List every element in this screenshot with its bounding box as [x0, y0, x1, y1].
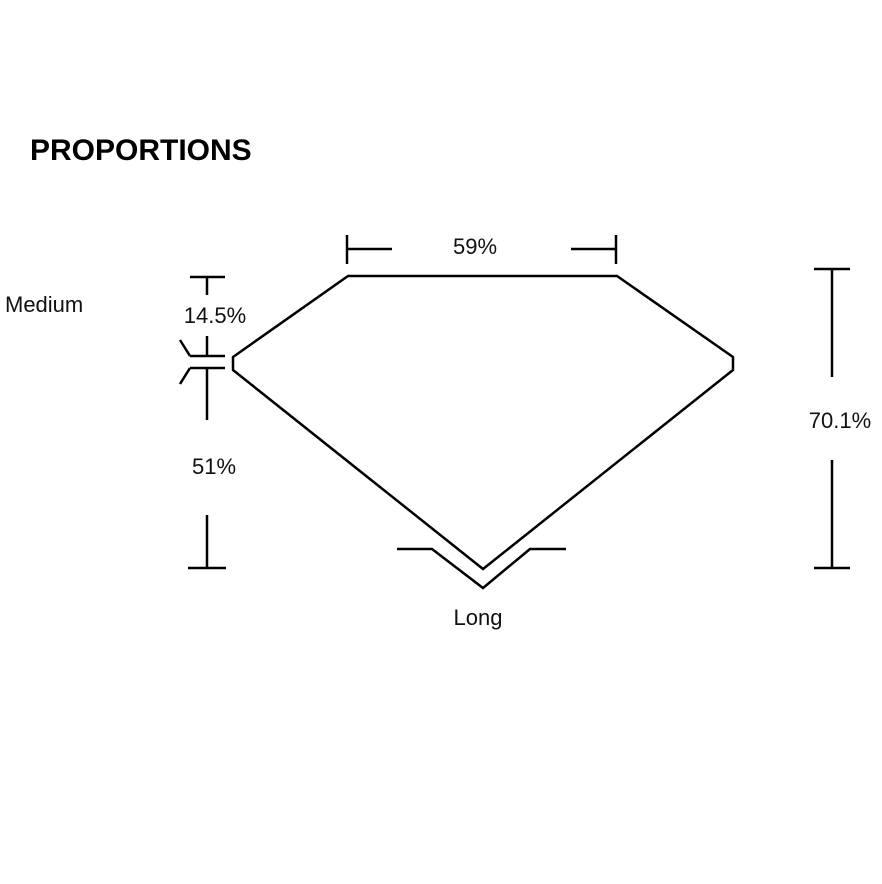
pavilion-percentage: 51% — [192, 454, 236, 479]
girdle-label: Medium — [5, 292, 83, 317]
total-depth-percentage: 70.1% — [809, 408, 871, 433]
crown-dimension — [178, 275, 225, 358]
pavilion-dimension — [188, 368, 226, 570]
crown-percentage: 14.5% — [184, 303, 246, 328]
diamond-outline — [231, 274, 735, 571]
culet-label: Long — [454, 605, 503, 630]
table-percentage: 59% — [453, 234, 497, 259]
culet-marker — [397, 547, 566, 590]
girdle-marker — [178, 366, 225, 385]
table-dimension — [345, 235, 618, 264]
total-depth-dimension — [814, 267, 850, 570]
diagram-title: PROPORTIONS — [30, 134, 252, 167]
